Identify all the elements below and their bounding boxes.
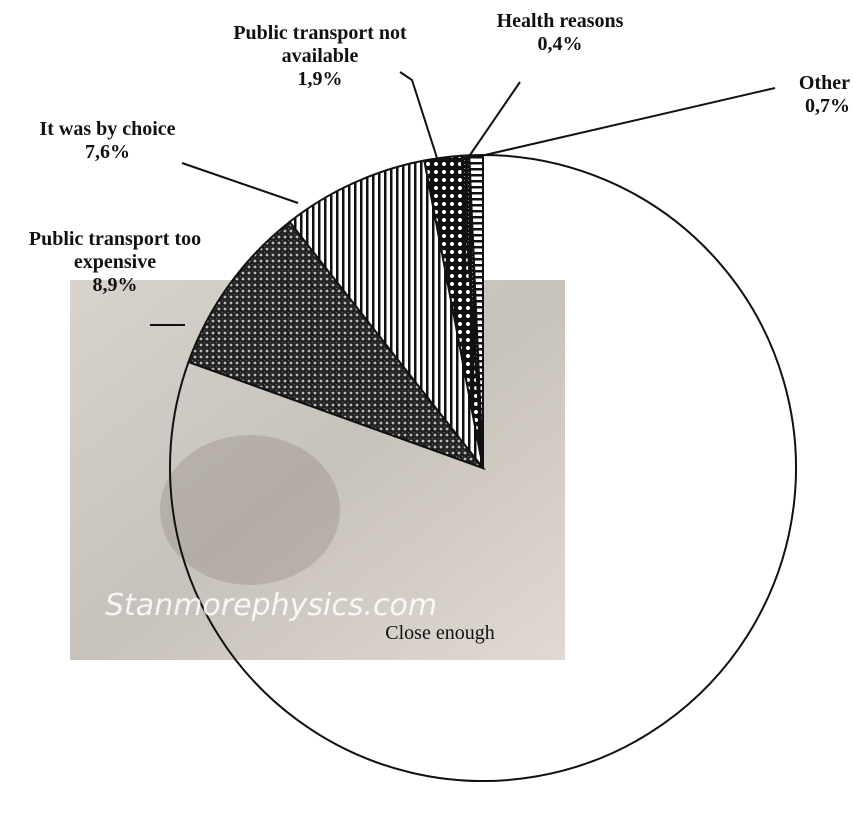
category-label: Public transport too expensive [20,228,210,274]
category-label: Close enough [330,622,550,645]
page: {"chart_data": {"type": "pie", "categori… [0,0,853,814]
category-label: It was by choice [0,118,215,141]
slice-label: Close enough [330,622,550,645]
category-label: Health reasons [480,10,640,33]
value-label: 7,6% [0,141,215,164]
value-label: 0,4% [480,33,640,56]
value-label: 0,7% [725,95,850,118]
category-label: Public transport not available [225,22,415,68]
watermark: Stanmorephysics.com [105,588,437,623]
leader-line [182,163,298,203]
value-label: 8,9% [20,274,210,297]
value-label: 1,9% [225,68,415,91]
leader-line [470,82,520,155]
category-label: Other [725,72,850,95]
